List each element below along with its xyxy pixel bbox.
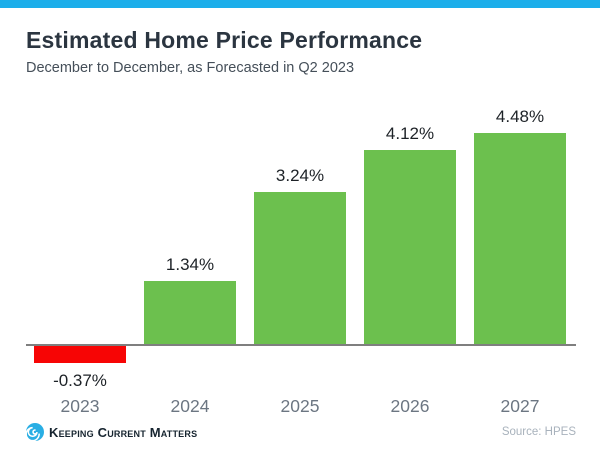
bar-column: 4.12% 2026 <box>355 90 465 430</box>
source-label: Source: HPES <box>501 426 576 438</box>
x-axis-label: 2023 <box>60 396 100 416</box>
bar-column: 4.48% 2027 <box>465 90 575 430</box>
bar-positive <box>474 133 566 344</box>
bar-value-label: 3.24% <box>275 166 325 185</box>
bar-column: 1.34% 2024 <box>135 90 245 430</box>
bar-column: 3.24% 2025 <box>245 90 355 430</box>
kcm-logo: Keeping Current Matters <box>26 423 197 441</box>
kcm-swirl-icon <box>26 423 44 441</box>
x-axis-label: 2024 <box>170 396 210 416</box>
x-axis-label: 2027 <box>500 396 540 416</box>
bar-column: -0.37% 2023 <box>25 90 135 430</box>
bar-value-label: 1.34% <box>165 255 215 274</box>
page-title: Estimated Home Price Performance <box>26 27 423 53</box>
bar-positive <box>144 281 236 344</box>
kcm-logo-text: Keeping Current Matters <box>49 424 198 440</box>
footer: Keeping Current Matters Source: HPES <box>26 422 576 442</box>
x-axis-label: 2025 <box>280 396 320 416</box>
bar-value-label: -0.37% <box>53 371 107 390</box>
bar-negative <box>34 346 126 363</box>
top-accent-bar <box>0 0 600 8</box>
bar-positive <box>254 192 346 344</box>
page-subtitle: December to December, as Forecasted in Q… <box>26 60 355 76</box>
x-axis-label: 2026 <box>390 396 430 416</box>
bar-chart: -0.37% 2023 1.34% 2024 3.24% 2025 4.12% 2026 4.4… <box>0 90 600 430</box>
zero-axis-line <box>26 344 576 346</box>
bar-positive <box>364 150 456 344</box>
bar-value-label: 4.48% <box>495 107 545 126</box>
bar-value-label: 4.12% <box>385 124 435 143</box>
